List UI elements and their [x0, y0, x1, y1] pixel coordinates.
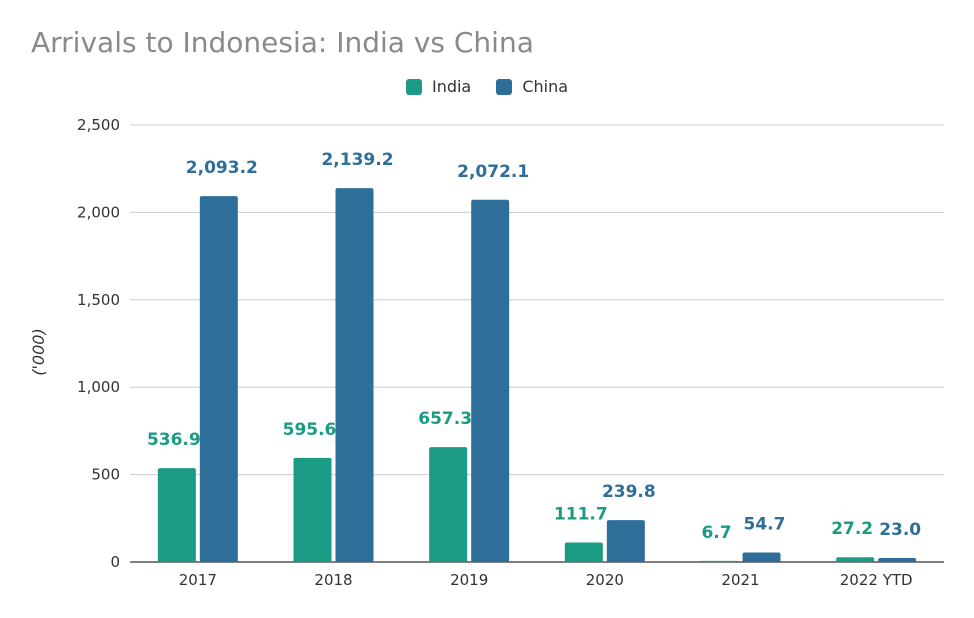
bar-china [606, 520, 645, 562]
bar-india [157, 468, 196, 562]
bar-india [700, 560, 739, 562]
legend-swatch-india [405, 78, 422, 95]
y-tick-label: 2,500 [77, 116, 120, 134]
x-tick-label: 2022 YTD [840, 571, 913, 589]
bar-india [564, 542, 603, 562]
data-label-china: 239.8 [602, 482, 656, 502]
bar-china [199, 196, 238, 562]
data-label-china: 2,093.2 [186, 158, 258, 178]
bar-india [836, 557, 875, 562]
data-label-india: 657.3 [418, 409, 472, 429]
legend-label-china: China [522, 77, 569, 96]
bar-india [293, 457, 332, 562]
y-tick-label: 1,500 [77, 291, 120, 309]
x-tick-label: 2017 [179, 571, 217, 589]
legend-swatch-china [496, 78, 513, 95]
bar-china [742, 552, 781, 562]
data-label-india: 536.9 [147, 430, 201, 450]
data-label-india: 27.2 [831, 519, 873, 539]
bar-china [335, 188, 374, 562]
bar-china [878, 557, 917, 562]
y-tick-label: 500 [91, 466, 120, 484]
x-tick-label: 2021 [721, 571, 759, 589]
y-axis-title: ('000) [29, 328, 48, 375]
chart-title: Arrivals to Indonesia: India vs China [31, 26, 534, 59]
bar-india [429, 447, 468, 562]
legend-label-india: India [431, 77, 472, 96]
x-tick-label: 2020 [586, 571, 624, 589]
x-tick-label: 2018 [314, 571, 352, 589]
data-label-india: 6.7 [701, 523, 731, 543]
legend-item-china[interactable]: China [496, 77, 568, 96]
legend-item-india[interactable]: India [405, 77, 472, 96]
data-label-china: 2,072.1 [457, 162, 529, 182]
y-tick-label: 0 [110, 553, 120, 571]
y-tick-label: 2,000 [77, 203, 120, 221]
data-label-china: 23.0 [879, 520, 921, 540]
x-tick-label: 2019 [450, 571, 488, 589]
data-label-india: 595.6 [283, 420, 337, 440]
data-label-china: 54.7 [744, 514, 786, 534]
legend: India China [0, 77, 974, 99]
y-tick-label: 1,000 [77, 378, 120, 396]
bar-china [471, 199, 510, 562]
data-label-india: 111.7 [554, 504, 608, 524]
data-label-china: 2,139.2 [321, 150, 393, 170]
